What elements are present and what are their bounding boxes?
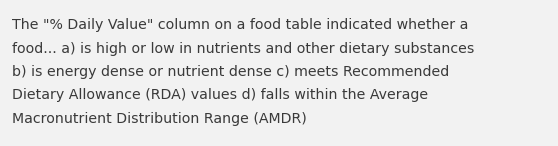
Text: Macronutrient Distribution Range (AMDR): Macronutrient Distribution Range (AMDR) bbox=[12, 112, 307, 126]
Text: The "% Daily Value" column on a food table indicated whether a: The "% Daily Value" column on a food tab… bbox=[12, 18, 468, 32]
Text: food... a) is high or low in nutrients and other dietary substances: food... a) is high or low in nutrients a… bbox=[12, 41, 474, 55]
Text: Dietary Allowance (RDA) values d) falls within the Average: Dietary Allowance (RDA) values d) falls … bbox=[12, 88, 428, 102]
Text: b) is energy dense or nutrient dense c) meets Recommended: b) is energy dense or nutrient dense c) … bbox=[12, 65, 449, 79]
